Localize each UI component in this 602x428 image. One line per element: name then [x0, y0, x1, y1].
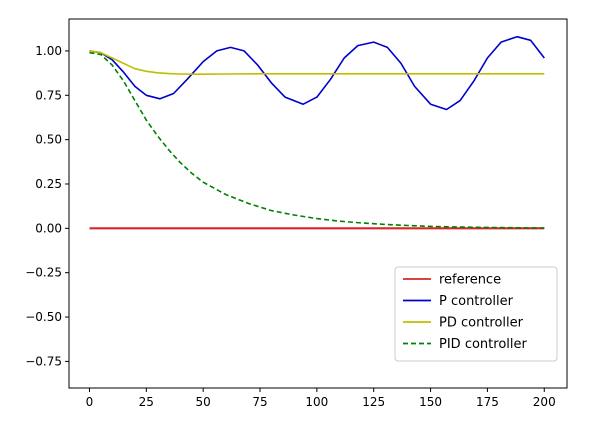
y-axis: −0.75 −0.50 −0.25 0.00 0.25 0.50 0.75 1.00: [25, 44, 69, 368]
y-tick-label: 0.00: [35, 221, 62, 235]
series-line-pd-controller: [89, 50, 545, 75]
x-tick-label: 25: [139, 395, 154, 409]
legend-label-reference: reference: [439, 273, 501, 288]
legend-box: [394, 266, 558, 362]
y-tick-label: 0.50: [35, 133, 62, 147]
legend-label-pd-controller: PD controller: [439, 316, 524, 331]
x-tick-label: 100: [305, 395, 328, 409]
plot-area: [68, 18, 568, 389]
legend-label-pid-controller: PID controller: [439, 337, 527, 352]
y-tick-label: −0.75: [25, 354, 62, 368]
x-tick-label: 125: [362, 395, 385, 409]
y-tick-label: 1.00: [35, 44, 62, 58]
y-tick-label: −0.50: [25, 310, 62, 324]
x-tick-label: 175: [476, 395, 499, 409]
x-tick-label: 0: [86, 395, 94, 409]
x-tick-label: 50: [196, 395, 211, 409]
x-tick-label: 150: [419, 395, 442, 409]
axes-frame: [68, 18, 568, 389]
x-tick-label: 200: [533, 395, 556, 409]
x-tick-label: 75: [252, 395, 267, 409]
y-tick-label: −0.25: [25, 266, 62, 280]
series-line-pid-controller: [89, 51, 545, 229]
legend-label-p-controller: P controller: [439, 294, 514, 309]
series-layer: [89, 35, 545, 230]
y-tick-label: 0.25: [35, 177, 62, 191]
y-tick-label: 0.75: [35, 88, 62, 102]
series-line-p-controller: [89, 35, 545, 111]
x-axis: 0 25 50 75 100 125 150 175 200: [86, 388, 556, 409]
legend: reference P controller PD controller PID co…: [394, 266, 558, 362]
